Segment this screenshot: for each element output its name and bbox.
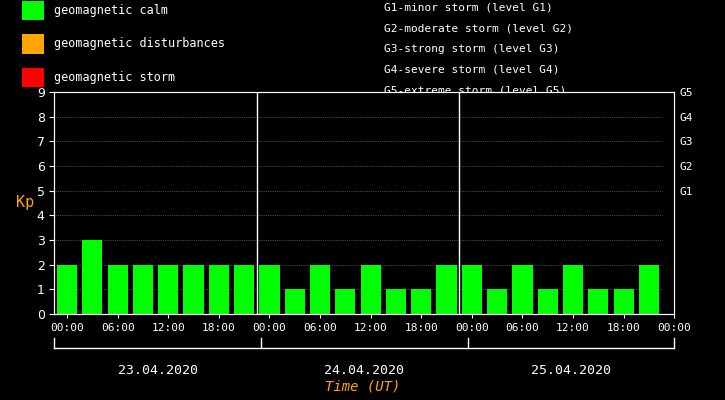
Bar: [82, 240, 102, 314]
Text: G2-moderate storm (level G2): G2-moderate storm (level G2): [384, 23, 573, 33]
Bar: [613, 289, 634, 314]
Bar: [335, 289, 355, 314]
Bar: [310, 265, 330, 314]
Text: Time (UT): Time (UT): [325, 380, 400, 394]
Bar: [158, 265, 178, 314]
Bar: [209, 265, 229, 314]
Text: geomagnetic disturbances: geomagnetic disturbances: [54, 38, 225, 50]
Text: G4-severe storm (level G4): G4-severe storm (level G4): [384, 65, 560, 75]
Bar: [57, 265, 77, 314]
Bar: [487, 289, 508, 314]
Y-axis label: Kp: Kp: [17, 196, 35, 210]
Text: G3-strong storm (level G3): G3-strong storm (level G3): [384, 44, 560, 54]
Bar: [563, 265, 583, 314]
Bar: [436, 265, 457, 314]
Bar: [234, 265, 254, 314]
FancyBboxPatch shape: [22, 34, 44, 54]
Bar: [462, 265, 482, 314]
FancyBboxPatch shape: [22, 1, 44, 20]
Text: G5-extreme storm (level G5): G5-extreme storm (level G5): [384, 85, 566, 95]
Text: geomagnetic calm: geomagnetic calm: [54, 4, 168, 17]
Bar: [107, 265, 128, 314]
Bar: [538, 289, 558, 314]
Text: G1-minor storm (level G1): G1-minor storm (level G1): [384, 3, 553, 13]
Bar: [260, 265, 280, 314]
Bar: [411, 289, 431, 314]
Bar: [588, 289, 608, 314]
FancyBboxPatch shape: [22, 68, 44, 87]
Bar: [285, 289, 304, 314]
Bar: [360, 265, 381, 314]
Bar: [386, 289, 406, 314]
Text: 23.04.2020: 23.04.2020: [117, 364, 198, 377]
Bar: [183, 265, 204, 314]
Text: 25.04.2020: 25.04.2020: [531, 364, 611, 377]
Text: geomagnetic storm: geomagnetic storm: [54, 71, 175, 84]
Bar: [133, 265, 153, 314]
Text: 24.04.2020: 24.04.2020: [324, 364, 405, 377]
Bar: [639, 265, 659, 314]
Bar: [513, 265, 533, 314]
